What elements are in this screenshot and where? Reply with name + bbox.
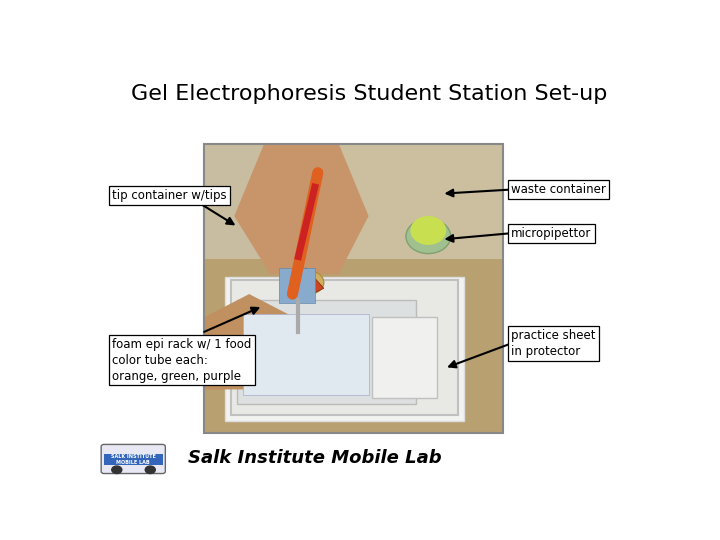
- FancyBboxPatch shape: [104, 454, 163, 465]
- Text: SALK INSTITUTE
MOBILE LAB: SALK INSTITUTE MOBILE LAB: [111, 454, 156, 465]
- Text: micropipettor: micropipettor: [511, 227, 592, 240]
- Polygon shape: [204, 144, 369, 274]
- Polygon shape: [309, 144, 503, 274]
- FancyBboxPatch shape: [372, 317, 437, 398]
- Text: waste container: waste container: [511, 183, 606, 196]
- FancyBboxPatch shape: [204, 259, 503, 433]
- Polygon shape: [234, 144, 369, 274]
- Ellipse shape: [406, 219, 451, 254]
- Circle shape: [145, 466, 156, 474]
- FancyBboxPatch shape: [204, 144, 503, 433]
- Text: Gel Electrophoresis Student Station Set-up: Gel Electrophoresis Student Station Set-…: [131, 84, 607, 104]
- Circle shape: [112, 466, 122, 474]
- Ellipse shape: [294, 271, 324, 294]
- Polygon shape: [294, 268, 324, 294]
- FancyBboxPatch shape: [231, 280, 458, 415]
- Text: Salk Institute Mobile Lab: Salk Institute Mobile Lab: [188, 449, 441, 467]
- FancyBboxPatch shape: [225, 276, 464, 421]
- Ellipse shape: [410, 216, 446, 245]
- Text: foam epi rack w/ 1 food
color tube each:
orange, green, purple: foam epi rack w/ 1 food color tube each:…: [112, 338, 252, 382]
- Text: practice sheet
in protector: practice sheet in protector: [511, 329, 595, 358]
- Polygon shape: [204, 294, 294, 389]
- FancyBboxPatch shape: [101, 444, 166, 474]
- FancyBboxPatch shape: [237, 300, 416, 404]
- FancyBboxPatch shape: [279, 268, 315, 303]
- Text: tip container w/tips: tip container w/tips: [112, 190, 227, 202]
- FancyBboxPatch shape: [243, 314, 369, 395]
